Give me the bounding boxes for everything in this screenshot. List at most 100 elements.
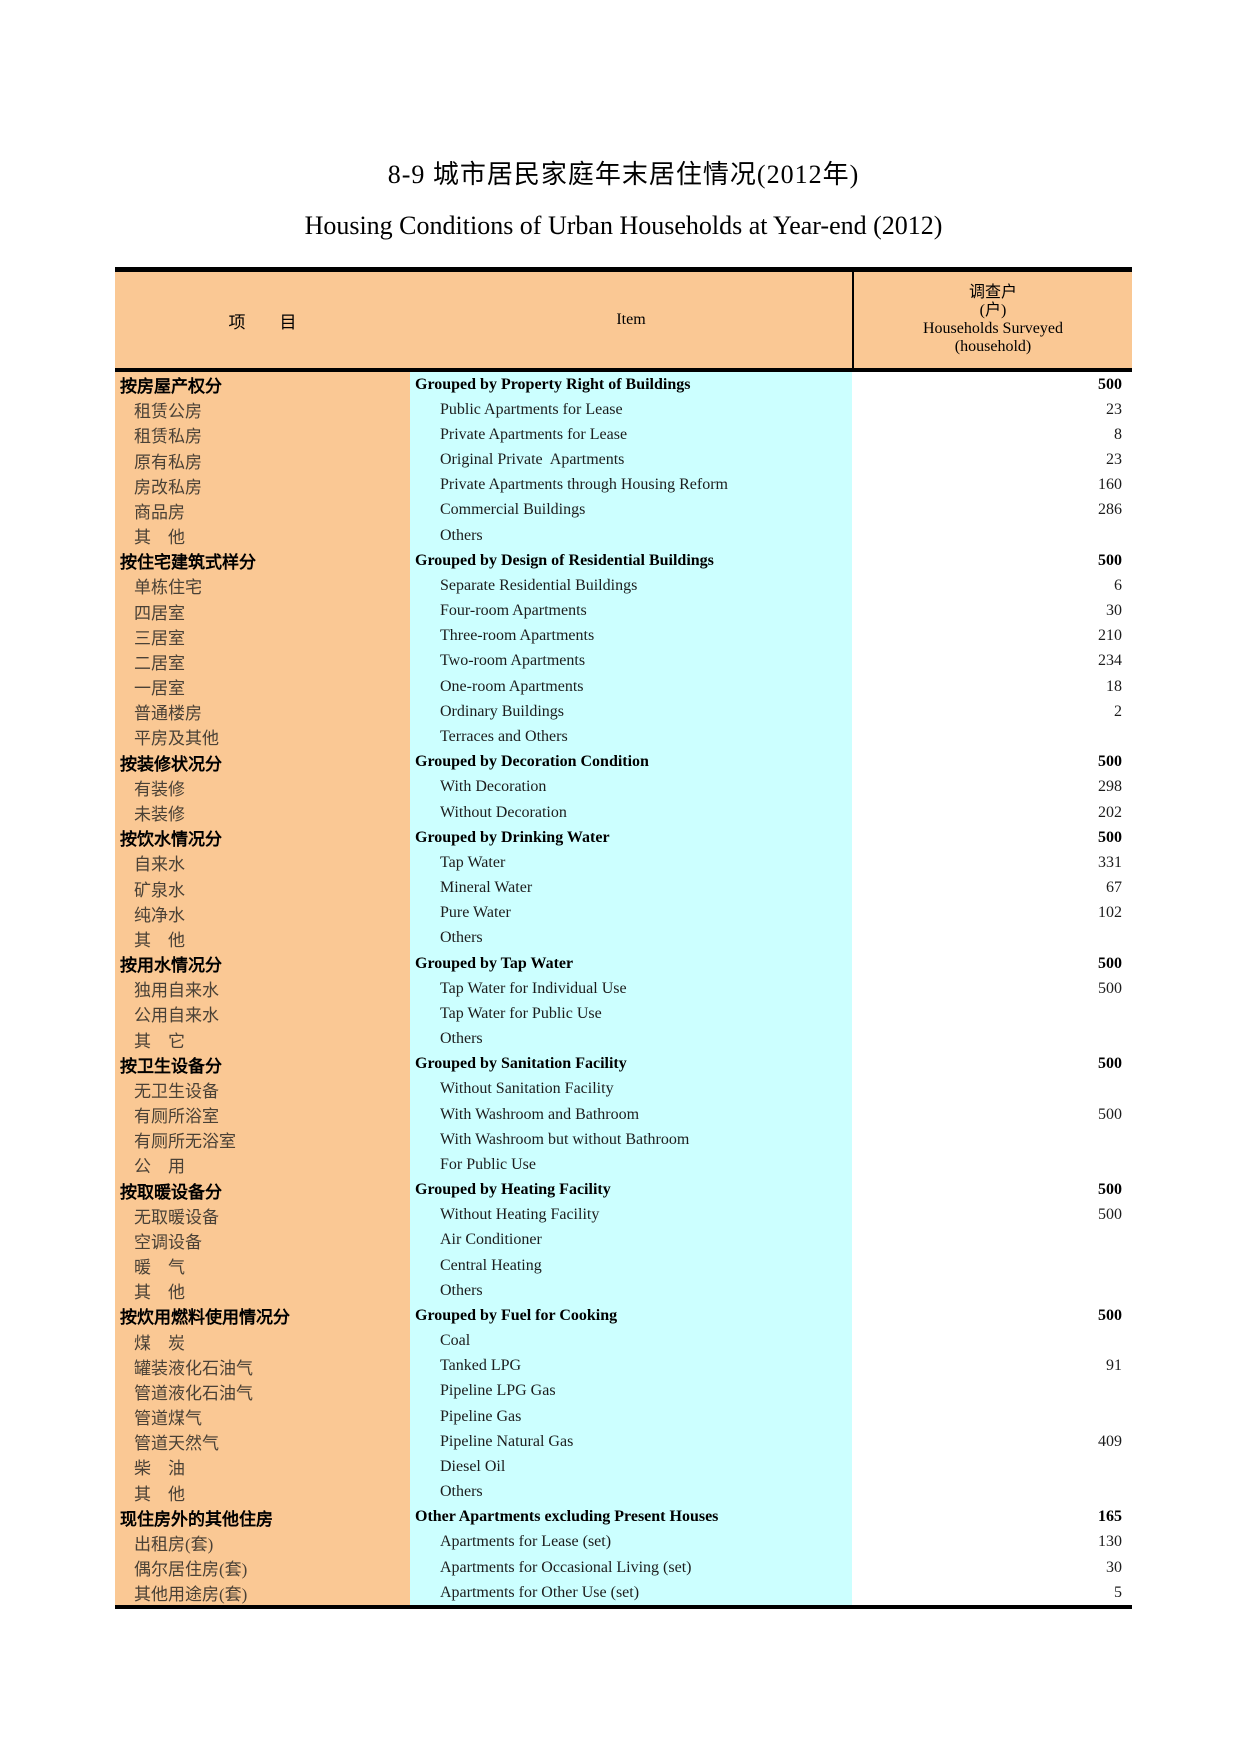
item-en-cell: Private Apartments through Housing Refor… [410, 472, 852, 498]
table-header-row: 项 目 Item 调查户 (户) Households Surveyed (ho… [115, 267, 1132, 372]
item-en-cell: Others [410, 1278, 852, 1304]
table-row: 其 它 Others [115, 1026, 1132, 1052]
item-en-cell: Central Heating [410, 1253, 852, 1279]
item-cn-cell: 有装修 [115, 774, 410, 800]
table-row: 按用水情况分 Grouped by Tap Water 500 [115, 950, 1132, 977]
table-row: 按住宅建筑式样分 Grouped by Design of Residential… [115, 548, 1132, 574]
table-row: 空调设备 Air Conditioner [115, 1227, 1132, 1254]
table-row: 出租房(套) Apartments for Lease (set) 130 [115, 1529, 1132, 1556]
item-cn-cell: 按卫生设备分 [115, 1051, 410, 1077]
value-cell: 2 [852, 699, 1132, 725]
item-en-cell: Grouped by Decoration Condition [410, 749, 852, 775]
item-cn-cell: 按饮水情况分 [115, 825, 410, 851]
value-cell: 67 [852, 875, 1132, 901]
value-cell: 210 [852, 623, 1132, 649]
item-en-cell: Tanked LPG [410, 1353, 852, 1379]
item-cn-cell: 按用水情况分 [115, 950, 410, 977]
table-row: 偶尔居住房(套) Apartments for Occasional Living… [115, 1555, 1132, 1581]
item-cn-cell: 有厕所无浴室 [115, 1127, 410, 1153]
item-cn-cell: 其 他 [115, 523, 410, 549]
item-en-cell: Without Heating Facility [410, 1202, 852, 1228]
item-cn-cell: 按房屋产权分 [115, 372, 410, 398]
item-en-cell: Tap Water for Public Use [410, 1001, 852, 1027]
value-cell: 6 [852, 573, 1132, 599]
value-cell: 23 [852, 397, 1132, 423]
item-cn-cell: 管道煤气 [115, 1404, 410, 1430]
value-cell [852, 724, 1132, 750]
item-cn-cell: 商品房 [115, 497, 410, 524]
item-cn-cell: 一居室 [115, 674, 410, 700]
table-row: 有装修 With Decoration 298 [115, 774, 1132, 800]
table-title-chinese: 8-9 城市居民家庭年末居住情况(2012年) [387, 160, 860, 189]
item-en-cell: Coal [410, 1328, 852, 1354]
item-cn-cell: 按取暖设备分 [115, 1177, 410, 1203]
value-cell: 500 [852, 1303, 1132, 1329]
item-cn-cell: 租赁私房 [115, 422, 410, 448]
value-cell: 500 [852, 950, 1132, 977]
table-row: 按饮水情况分 Grouped by Drinking Water 500 [115, 825, 1132, 851]
table-row: 独用自来水 Tap Water for Individual Use 500 [115, 976, 1132, 1002]
item-en-cell: Pipeline Gas [410, 1404, 852, 1430]
item-en-cell: Others [410, 523, 852, 549]
item-en-cell: Original Private Apartments [410, 447, 852, 473]
table-row: 三居室 Three-room Apartments 210 [115, 623, 1132, 649]
item-en-cell: Grouped by Drinking Water [410, 825, 852, 851]
value-cell [852, 1454, 1132, 1480]
item-cn-cell: 公用自来水 [115, 1001, 410, 1027]
value-cell [852, 1378, 1132, 1405]
item-en-cell: Private Apartments for Lease [410, 422, 852, 448]
table-row: 租赁公房 Public Apartments for Lease 23 [115, 397, 1132, 423]
table-row: 公用自来水 Tap Water for Public Use [115, 1001, 1132, 1027]
table-row: 其 他 Others [115, 1278, 1132, 1304]
item-cn-cell: 有厕所浴室 [115, 1101, 410, 1128]
item-cn-cell: 柴 油 [115, 1454, 410, 1480]
item-cn-cell: 普通楼房 [115, 699, 410, 725]
table-row: 煤 炭 Coal [115, 1328, 1132, 1354]
item-en-cell: With Decoration [410, 774, 852, 800]
item-cn-cell: 房改私房 [115, 472, 410, 498]
item-cn-cell: 未装修 [115, 799, 410, 826]
item-en-cell: Grouped by Fuel for Cooking [410, 1303, 852, 1329]
table-row: 自来水 Tap Water 331 [115, 850, 1132, 876]
table-row: 平房及其他 Terraces and Others [115, 724, 1132, 750]
table-row: 无卫生设备 Without Sanitation Facility [115, 1076, 1132, 1102]
housing-conditions-table: 项 目 Item 调查户 (户) Households Surveyed (ho… [115, 267, 1132, 1610]
table-row: 房改私房 Private Apartments through Housing R… [115, 472, 1132, 498]
table-row: 柴 油 Diesel Oil [115, 1454, 1132, 1480]
item-cn-cell: 按炊用燃料使用情况分 [115, 1303, 410, 1329]
table-row: 其 他 Others [115, 523, 1132, 549]
item-en-cell: Without Decoration [410, 799, 852, 826]
table-row: 无取暖设备 Without Heating Facility 500 [115, 1202, 1132, 1228]
item-en-cell: Mineral Water [410, 875, 852, 901]
table-row: 管道天然气 Pipeline Natural Gas 409 [115, 1429, 1132, 1455]
value-cell: 5 [852, 1580, 1132, 1606]
item-cn-cell: 其 他 [115, 1479, 410, 1505]
item-cn-cell: 自来水 [115, 850, 410, 876]
table-title-english: Housing Conditions of Urban Households a… [304, 211, 943, 240]
item-cn-cell: 其 他 [115, 1278, 410, 1304]
item-en-cell: Grouped by Heating Facility [410, 1177, 852, 1203]
item-cn-cell: 管道天然气 [115, 1429, 410, 1455]
value-cell: 298 [852, 774, 1132, 800]
value-cell: 160 [852, 472, 1132, 498]
table-row: 按卫生设备分 Grouped by Sanitation Facility 500 [115, 1051, 1132, 1077]
value-cell [852, 925, 1132, 951]
header-surveyed-cn: 调查户 [968, 284, 1017, 301]
item-en-cell: With Washroom but without Bathroom [410, 1127, 852, 1153]
value-cell: 234 [852, 648, 1132, 675]
table-row: 四居室 Four-room Apartments 30 [115, 598, 1132, 624]
header-item-column-cn: 项 目 [228, 312, 297, 332]
item-cn-cell: 按装修状况分 [115, 749, 410, 775]
item-en-cell: Pure Water [410, 900, 852, 926]
item-cn-cell: 无取暖设备 [115, 1202, 410, 1228]
value-cell [852, 1253, 1132, 1279]
item-en-cell: Apartments for Occasional Living (set) [410, 1555, 852, 1581]
value-cell: 286 [852, 497, 1132, 524]
item-cn-cell: 偶尔居住房(套) [115, 1555, 410, 1581]
item-en-cell: For Public Use [410, 1152, 852, 1178]
value-cell [852, 1152, 1132, 1178]
item-cn-cell: 罐装液化石油气 [115, 1353, 410, 1379]
item-en-cell: Grouped by Sanitation Facility [410, 1051, 852, 1077]
table-row: 管道煤气 Pipeline Gas [115, 1404, 1132, 1430]
